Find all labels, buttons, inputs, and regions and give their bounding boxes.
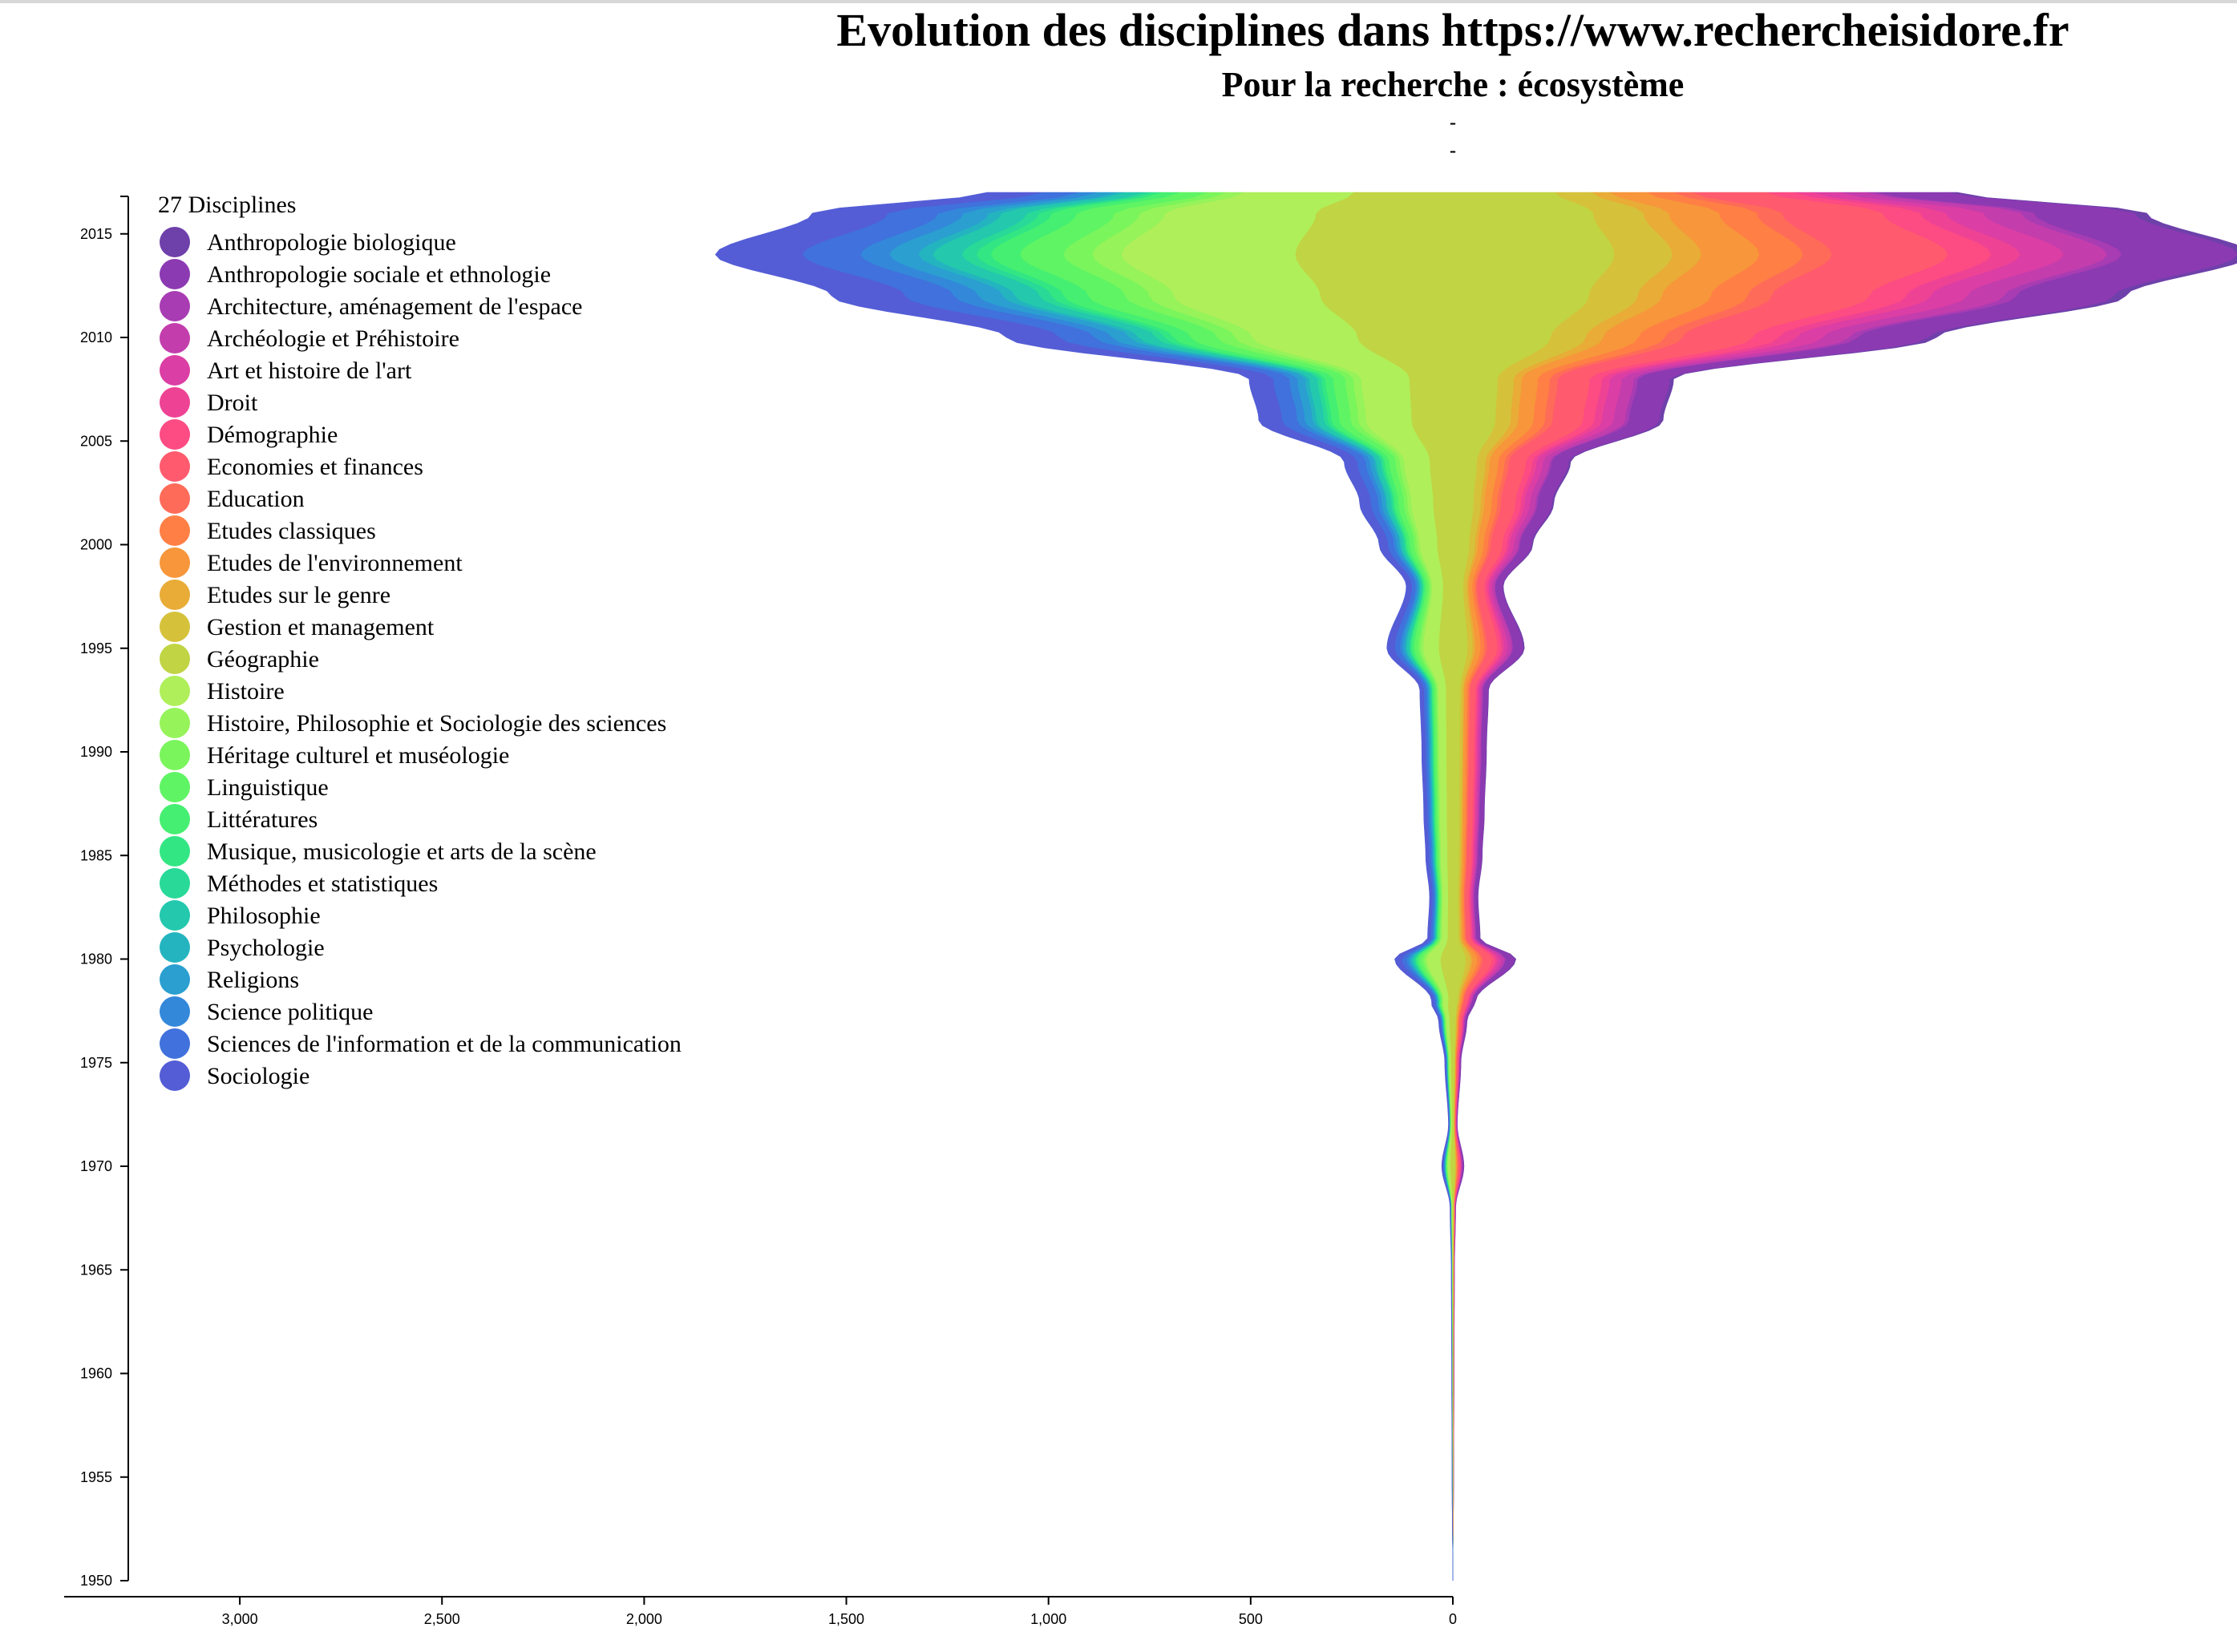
legend-label: Sciences de l'information et de la commu…	[207, 1031, 682, 1057]
y-tick-label: 2015	[80, 226, 112, 242]
legend-swatch	[160, 708, 190, 738]
y-tick-label: 1980	[80, 951, 112, 967]
x-tick-label: 1,500	[828, 1611, 864, 1627]
legend-swatch	[160, 868, 190, 899]
legend-swatch	[160, 515, 190, 546]
legend-label: Philosophie	[207, 903, 321, 929]
y-tick-label: 1960	[80, 1366, 112, 1382]
legend-swatch	[160, 451, 190, 482]
legend-label: Etudes sur le genre	[207, 582, 390, 608]
legend-swatch	[160, 547, 190, 578]
y-tick-label: 1965	[80, 1262, 112, 1278]
x-axis: 3,000 2,500 2,000 1,500 1,000 500 0	[64, 1596, 1457, 1627]
y-tick-label: 2005	[80, 433, 112, 449]
y-tick-label: 2000	[80, 537, 112, 553]
x-tick-label: 2,000	[626, 1611, 662, 1627]
subtitle-dash-1: -	[1450, 112, 1456, 133]
legend-swatch	[160, 483, 190, 514]
y-tick-label: 1950	[80, 1573, 112, 1589]
legend-label: Psychologie	[207, 935, 325, 961]
x-tick-label: 3,000	[222, 1611, 258, 1627]
legend-label: Gestion et management	[207, 614, 435, 640]
legend-swatch	[160, 1028, 190, 1059]
legend-label: Méthodes et statistiques	[207, 870, 438, 897]
legend-swatch	[160, 836, 190, 866]
legend-label: Architecture, aménagement de l'espace	[207, 293, 583, 320]
legend-label: Histoire	[207, 678, 285, 705]
legend-swatch	[160, 964, 190, 995]
legend-label: Religions	[207, 967, 299, 993]
y-axis: 1950 1955 1960 1965 1970 1975 1980 1985 1990 1995…	[80, 196, 129, 1589]
legend-label: Science politique	[207, 999, 373, 1025]
legend-swatch	[160, 323, 190, 353]
legend-swatch	[160, 580, 190, 610]
y-tick-label: 1995	[80, 640, 112, 656]
legend-label: Géographie	[207, 646, 319, 673]
x-tick-label: 1,000	[1030, 1611, 1066, 1627]
legend-label: Linguistique	[207, 774, 329, 801]
legend-label: Art et histoire de l'art	[207, 357, 412, 384]
legend-label: Anthropologie sociale et ethnologie	[207, 261, 551, 288]
legend: 27 Disciplines Anthropologie biologique A…	[158, 192, 682, 1091]
legend-swatch	[160, 996, 190, 1027]
legend-swatch	[160, 740, 190, 770]
legend-label: Droit	[207, 390, 258, 416]
legend-swatch	[160, 932, 190, 963]
legend-label: Héritage culturel et muséologie	[207, 742, 509, 769]
stream-layers	[714, 192, 2237, 1581]
y-tick-label: 1955	[80, 1469, 112, 1485]
y-tick-label: 1970	[80, 1158, 112, 1174]
y-tick-label: 1990	[80, 744, 112, 760]
legend-swatch	[160, 612, 190, 642]
chart-title: Evolution des disciplines dans https://w…	[836, 4, 2069, 56]
legend-label: Sociologie	[207, 1063, 309, 1089]
legend-swatch	[160, 227, 190, 257]
legend-swatch	[160, 644, 190, 674]
legend-label: Economies et finances	[207, 454, 423, 480]
y-tick-label: 1985	[80, 847, 112, 863]
x-tick-label: 0	[1449, 1611, 1457, 1627]
legend-label: Etudes de l'environnement	[207, 550, 463, 576]
legend-swatch	[160, 804, 190, 834]
stream-layer	[714, 192, 1454, 1581]
legend-swatch	[160, 355, 190, 386]
y-tick-label: 1975	[80, 1055, 112, 1071]
legend-swatch	[160, 259, 190, 289]
legend-label: Littératures	[207, 806, 318, 833]
legend-swatch	[160, 291, 190, 321]
legend-label: Histoire, Philosophie et Sociologie des …	[207, 710, 666, 737]
legend-title: 27 Disciplines	[158, 192, 297, 218]
legend-label: Musique, musicologie et arts de la scène	[207, 838, 597, 865]
legend-swatch	[160, 900, 190, 931]
legend-label: Etudes classiques	[207, 518, 376, 544]
y-tick-label: 2010	[80, 329, 112, 345]
top-divider	[0, 0, 2237, 3]
legend-swatch	[160, 387, 190, 418]
legend-label: Anthropologie biologique	[207, 229, 456, 256]
legend-swatch	[160, 772, 190, 802]
legend-swatch	[160, 1060, 190, 1091]
legend-label: Archéologie et Préhistoire	[207, 325, 459, 352]
x-tick-label: 500	[1239, 1611, 1263, 1627]
legend-swatch	[160, 676, 190, 706]
legend-label: Démographie	[207, 422, 338, 448]
legend-swatch	[160, 419, 190, 450]
legend-label: Education	[207, 486, 305, 512]
subtitle-dash-2: -	[1450, 140, 1456, 161]
x-tick-label: 2,500	[424, 1611, 460, 1627]
chart-subtitle: Pour la recherche : écosystème	[1222, 65, 1685, 104]
